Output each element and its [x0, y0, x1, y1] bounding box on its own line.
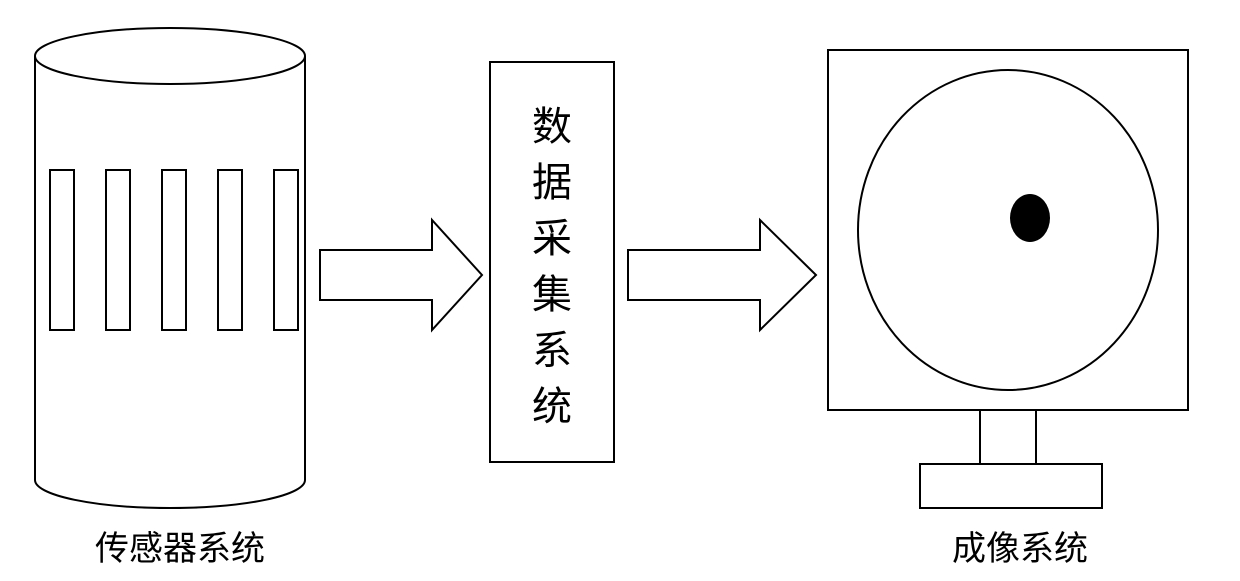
- arrow-daq-to-imaging: [628, 220, 816, 330]
- imaging-system: 成像系统: [828, 50, 1188, 568]
- daq-label-char: 采: [532, 216, 572, 261]
- daq-label-char: 系: [532, 328, 572, 373]
- daq-label-char: 统: [532, 384, 572, 429]
- sensor-bar: [106, 170, 130, 330]
- daq-label-char: 数: [532, 104, 572, 149]
- sensor-bar: [274, 170, 298, 330]
- sensor-bar: [50, 170, 74, 330]
- sensor-system: 传感器系统: [35, 28, 305, 568]
- daq-label-char: 集: [532, 272, 572, 317]
- imaging-dot: [1010, 194, 1050, 242]
- daq-label-char: 据: [532, 160, 572, 205]
- sensor-bar: [218, 170, 242, 330]
- arrow-sensor-to-daq: [320, 220, 482, 330]
- sensor-bar: [162, 170, 186, 330]
- daq-system: 数据采集系统数据采集系统: [0, 0, 614, 462]
- sensor-label: 传感器系统: [95, 530, 265, 568]
- imaging-label: 成像系统: [952, 530, 1088, 568]
